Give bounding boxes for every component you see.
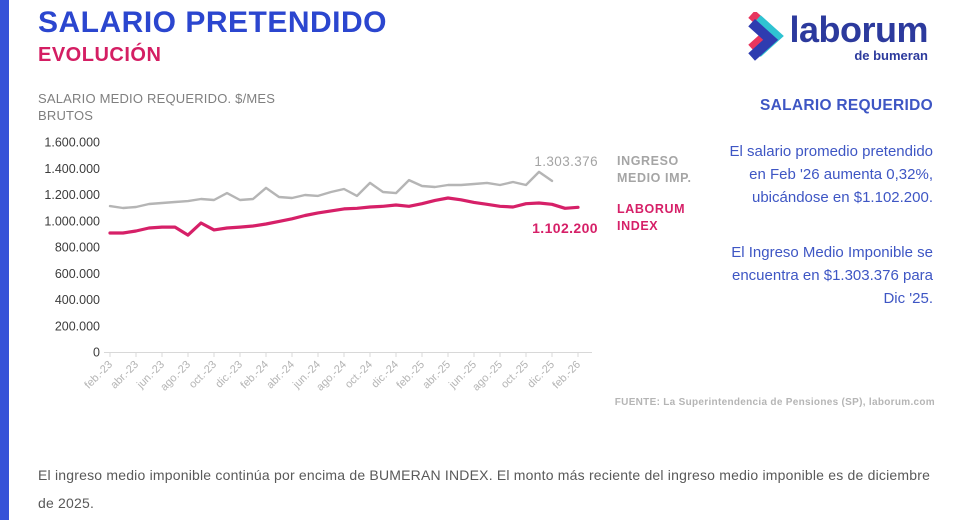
x-axis-tick-label: oct.-23 [187, 359, 219, 391]
x-axis-tick-label: abr.-24 [264, 359, 297, 392]
footer-note: El ingreso medio imponible continúa por … [38, 467, 931, 511]
chart-axis-title: SALARIO MEDIO REQUERIDO. $/MES BRUTOS [38, 91, 276, 123]
left-accent-bar [0, 0, 9, 520]
x-axis-tick-label: feb.-24 [238, 359, 271, 392]
source-note: FUENTE: La Superintendencia de Pensiones… [614, 397, 935, 408]
x-axis-tick-label: feb.-26 [550, 359, 583, 392]
y-axis-tick-label: 1.200.000 [44, 188, 100, 202]
x-axis-tick-label: dic.-25 [525, 359, 557, 391]
y-axis-tick-label: 400.000 [55, 293, 100, 307]
page-title: SALARIO PRETENDIDO [38, 6, 388, 39]
logo-wordmark: laborum [789, 9, 928, 50]
annotation-ingreso-value: 1.303.376 [534, 154, 598, 169]
x-axis-tick-label: feb.-23 [82, 359, 115, 392]
x-axis-tick-label: dic.-23 [213, 359, 245, 391]
x-axis-tick-label: ago.-23 [158, 359, 193, 394]
y-axis-tick-label: 1.400.000 [44, 162, 100, 176]
logo-chevron-icon [748, 12, 785, 61]
y-axis-tick-label: 1.600.000 [44, 136, 100, 150]
y-axis-tick-label: 1.000.000 [44, 214, 100, 228]
x-axis-tick-label: oct.-25 [499, 359, 531, 391]
series-line-laborum [108, 196, 580, 237]
x-axis-tick-label: ago.-25 [470, 359, 505, 394]
page-subtitle: EVOLUCIÓN [38, 44, 162, 66]
x-axis-tick-label: jun.-24 [290, 359, 323, 392]
legend-ingreso-label: INGRESO MEDIO IMP. [617, 154, 692, 185]
panel-paragraph-1: El salario promedio pretendido en Feb '2… [729, 143, 933, 206]
x-axis-tick-label: feb.-25 [394, 359, 427, 392]
panel-paragraph-2: El Ingreso Medio Imponible se encuentra … [731, 244, 933, 307]
annotation-laborum-value: 1.102.200 [532, 220, 598, 236]
legend-laborum-label: LABORUM INDEX [617, 202, 686, 233]
laborum-logo: laborum de bumeran [744, 12, 928, 63]
y-axis-tick-label: 600.000 [55, 267, 100, 281]
logo-text: laborum de bumeran [789, 9, 928, 64]
x-axis-tick-label: abr.-23 [108, 359, 141, 392]
y-axis-tick-label: 200.000 [55, 319, 100, 333]
y-axis-tick-label: 0 [93, 346, 100, 360]
x-axis-tick-label: dic.-24 [369, 359, 401, 391]
series-line-ingreso [108, 170, 554, 210]
x-axis-tick-label: jun.-23 [134, 359, 167, 392]
x-axis-tick-label: oct.-24 [343, 359, 375, 391]
x-axis-tick-label: jun.-25 [446, 359, 479, 392]
x-axis-tick-label: abr.-25 [420, 359, 453, 392]
y-axis-tick-label: 800.000 [55, 241, 100, 255]
panel-heading: SALARIO REQUERIDO [759, 97, 933, 114]
logo-tagline: de bumeran [854, 48, 928, 63]
x-axis-tick-label: ago.-24 [314, 359, 349, 394]
